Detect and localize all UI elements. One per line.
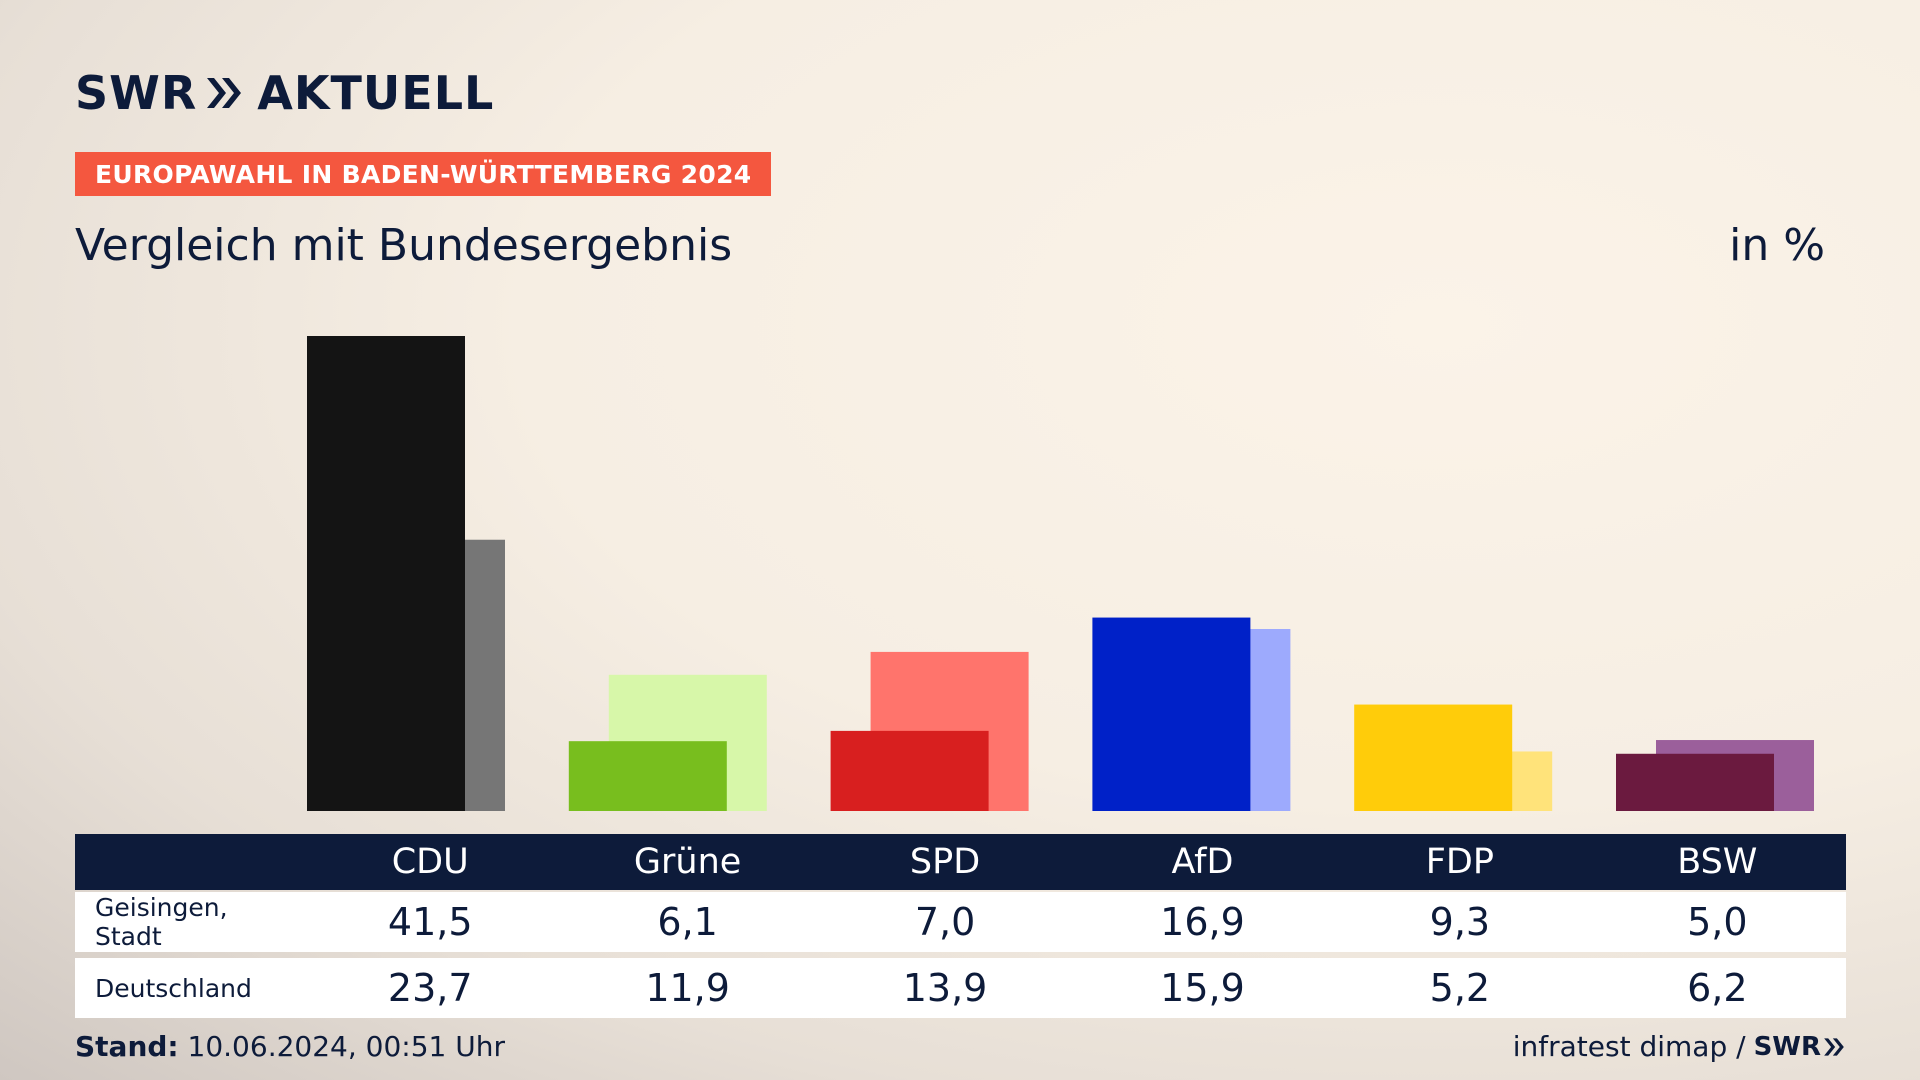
value-national-fdp: 5,2 bbox=[1429, 966, 1491, 1010]
logo-swr-text: SWR bbox=[75, 66, 198, 120]
table-row-local: Geisingen, Stadt 41,5 6,1 7,0 16,9 9,3 5… bbox=[75, 892, 1846, 952]
bar-local-fdp bbox=[1354, 704, 1513, 811]
bar-local-spd bbox=[830, 730, 989, 811]
header-spd: SPD bbox=[909, 842, 981, 882]
election-kicker: EUROPAWAHL IN BADEN-WÜRTTEMBERG 2024 bbox=[75, 152, 772, 196]
bar-chart bbox=[307, 336, 1814, 811]
logo-chevron-icon bbox=[205, 76, 243, 110]
footer-swr-text: SWR bbox=[1753, 1031, 1821, 1062]
value-local-spd: 7,0 bbox=[914, 900, 976, 944]
value-local-gruene: 6,1 bbox=[657, 900, 718, 944]
footer-swr-logo: SWR bbox=[1754, 1032, 1845, 1062]
results-table: CDU Grüne SPD AfD FDP BSW Geisingen, Sta… bbox=[75, 834, 1846, 1018]
header-afd: AfD bbox=[1171, 842, 1234, 882]
chart-subtitle: Vergleich mit Bundesergebnis bbox=[75, 220, 733, 271]
value-national-gruene: 11,9 bbox=[645, 966, 730, 1010]
timestamp: Stand: 10.06.2024, 00:51 Uhr bbox=[75, 1030, 505, 1063]
stand-label: Stand: bbox=[75, 1030, 179, 1063]
source-text: infratest dimap / bbox=[1512, 1030, 1746, 1063]
footer-chevron-icon bbox=[1824, 1037, 1844, 1056]
bar-local-cdu bbox=[307, 336, 465, 811]
header-cdu: CDU bbox=[391, 842, 469, 882]
value-national-bsw: 6,2 bbox=[1687, 966, 1748, 1010]
row-label-national: Deutschland bbox=[95, 973, 252, 1003]
swr-aktuell-logo: SWR AKTUELL bbox=[75, 66, 494, 120]
value-local-bsw: 5,0 bbox=[1687, 900, 1748, 944]
header-bsw: BSW bbox=[1677, 842, 1758, 882]
logo-aktuell-text: AKTUELL bbox=[257, 66, 495, 120]
value-local-afd: 16,9 bbox=[1160, 900, 1245, 944]
table-header-row: CDU Grüne SPD AfD FDP BSW bbox=[75, 834, 1846, 890]
header-fdp: FDP bbox=[1425, 842, 1494, 882]
source-credit: infratest dimap / SWR bbox=[1513, 1030, 1845, 1063]
value-national-afd: 15,9 bbox=[1160, 966, 1245, 1010]
bar-local-gruene bbox=[568, 741, 727, 811]
value-local-cdu: 41,5 bbox=[387, 900, 473, 944]
bar-local-bsw bbox=[1616, 753, 1774, 811]
stand-value: 10.06.2024, 00:51 Uhr bbox=[187, 1030, 505, 1063]
header-gruene: Grüne bbox=[633, 842, 742, 882]
chart-unit: in % bbox=[1729, 220, 1825, 271]
table-header-empty bbox=[75, 862, 301, 863]
value-national-cdu: 23,7 bbox=[387, 966, 473, 1010]
bar-local-afd bbox=[1092, 617, 1251, 811]
table-row-national: Deutschland 23,7 11,9 13,9 15,9 5,2 6,2 bbox=[75, 958, 1846, 1018]
value-national-spd: 13,9 bbox=[902, 966, 988, 1010]
value-local-fdp: 9,3 bbox=[1429, 900, 1491, 944]
row-label-local: Geisingen, Stadt bbox=[95, 893, 228, 951]
